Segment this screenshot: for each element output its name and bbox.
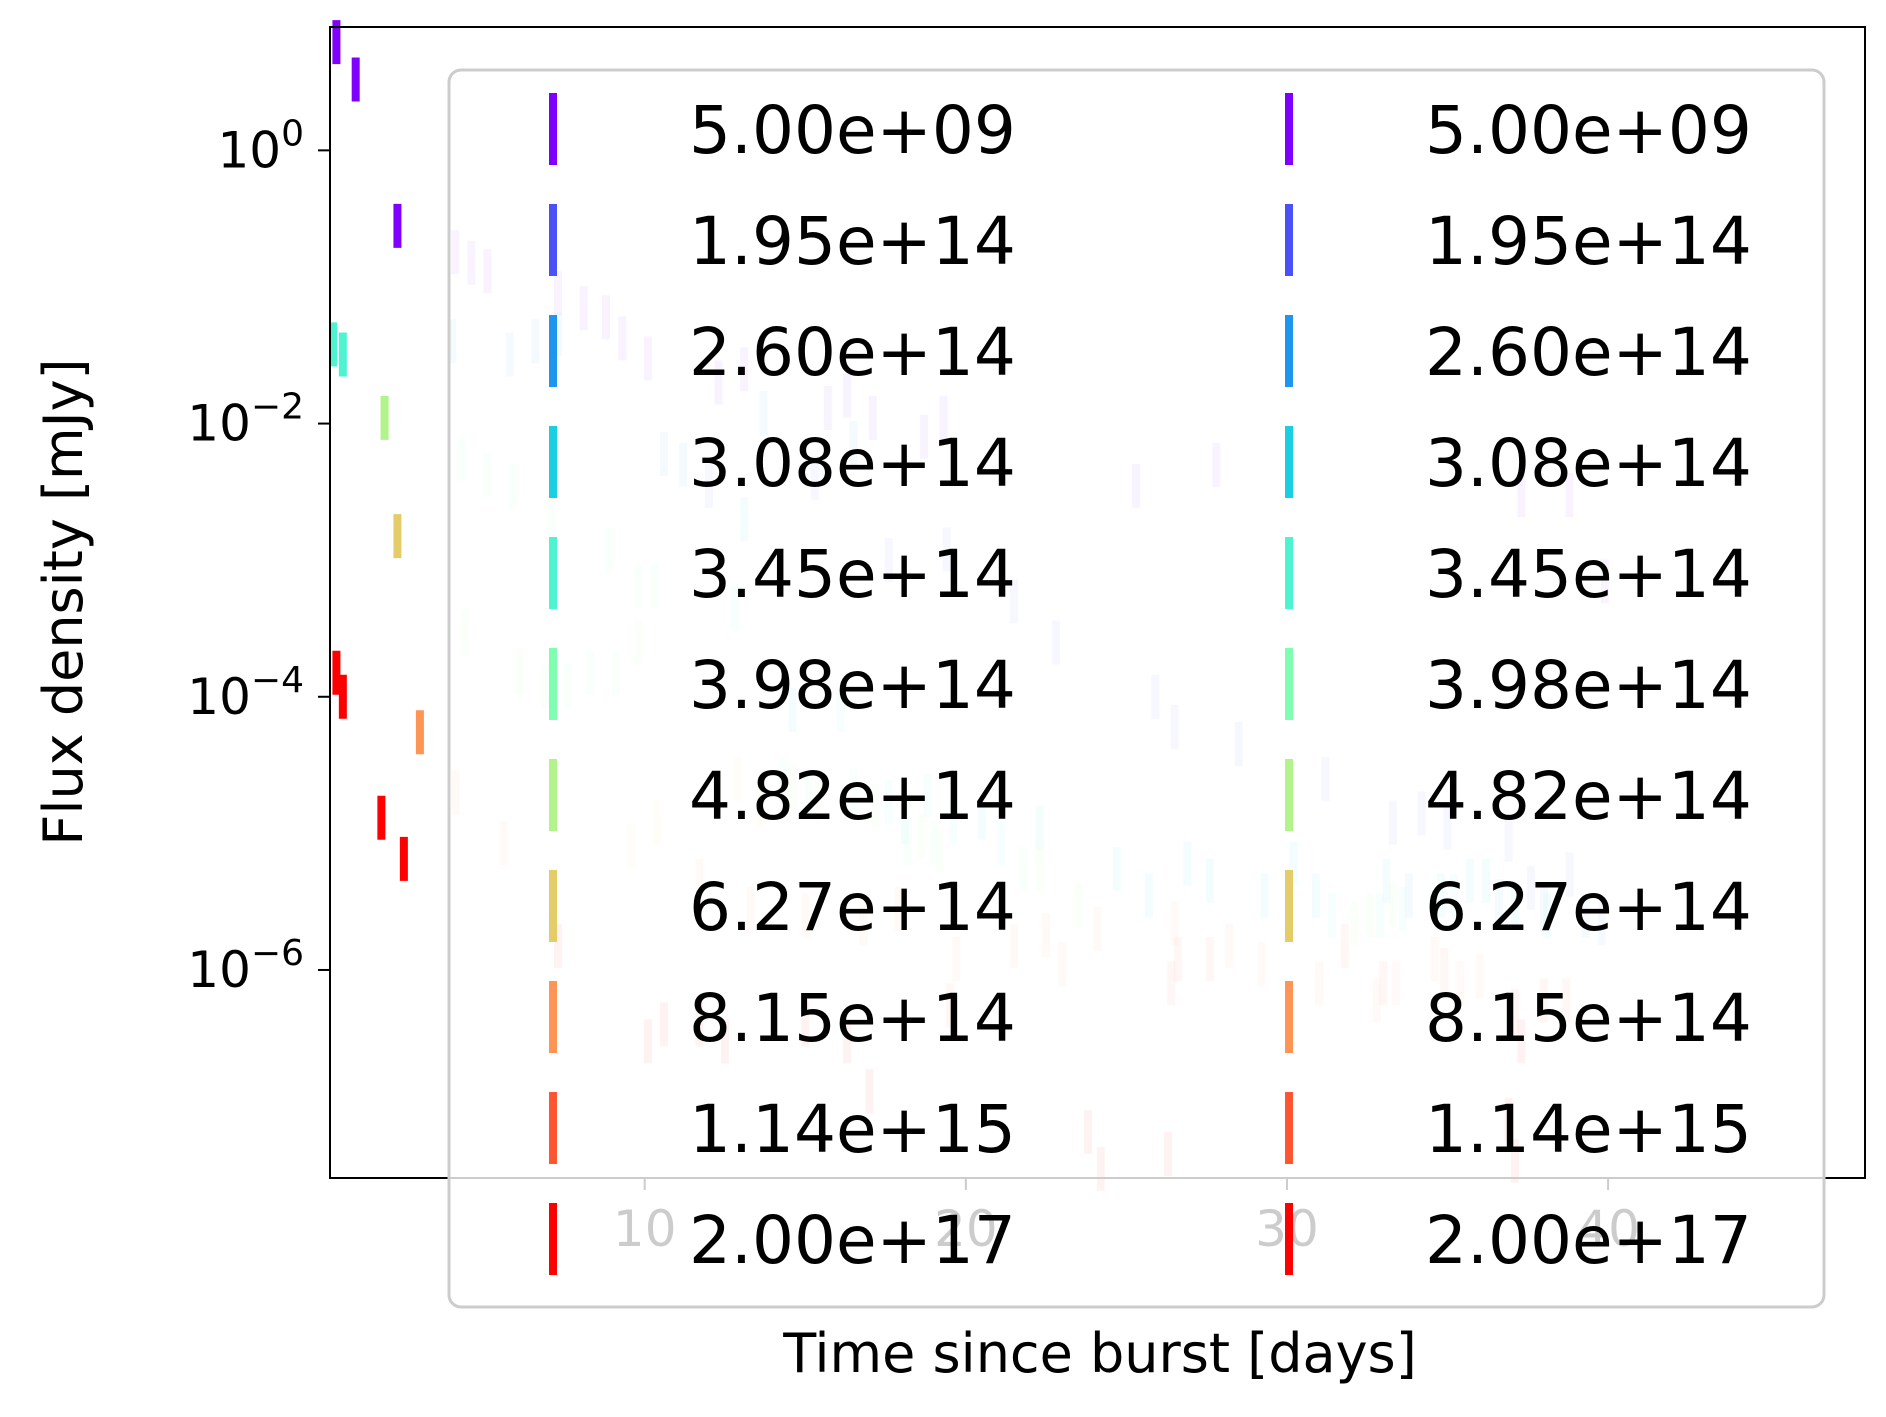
legend-label-1-9: 1.14e+15	[1425, 1091, 1752, 1168]
x-axis-label: Time since burst [days]	[782, 1322, 1417, 1385]
legend-label-1-10: 2.00e+17	[1425, 1202, 1752, 1279]
y-tick-label-2: 10−4	[187, 660, 304, 726]
y-axis-label: Flux density [mJy]	[32, 358, 95, 845]
legend-label-1-2: 2.60e+14	[1425, 314, 1752, 391]
legend-label-1-8: 8.15e+14	[1425, 980, 1752, 1057]
legend: 5.00e+09 1.95e+14 2.60e+14 3.08e+14 3.45e+14…	[447, 68, 1826, 1309]
legend-label-0-0: 5.00e+09	[689, 92, 1016, 169]
legend-label-1-5: 3.98e+14	[1425, 647, 1752, 724]
legend-label-0-1: 1.95e+14	[689, 203, 1016, 280]
legend-label-1-6: 4.82e+14	[1425, 758, 1752, 835]
legend-label-1-0: 5.00e+09	[1425, 92, 1752, 169]
y-tick-label-0: 100	[217, 113, 304, 179]
legend-label-0-4: 3.45e+14	[689, 536, 1016, 613]
legend-label-1-1: 1.95e+14	[1425, 203, 1752, 280]
legend-label-0-10: 2.00e+17	[689, 1202, 1016, 1279]
legend-label-0-9: 1.14e+15	[689, 1091, 1016, 1168]
legend-box	[447, 68, 1826, 1309]
y-tick-label-1: 10−2	[187, 387, 304, 453]
legend-label-0-5: 3.98e+14	[689, 647, 1016, 724]
y-axis: 100 10−2 10−4 10−6	[187, 113, 330, 999]
legend-label-0-3: 3.08e+14	[689, 425, 1016, 502]
legend-label-1-7: 6.27e+14	[1425, 869, 1752, 946]
legend-label-0-7: 6.27e+14	[689, 869, 1016, 946]
legend-label-0-6: 4.82e+14	[689, 758, 1016, 835]
legend-label-1-3: 3.08e+14	[1425, 425, 1752, 502]
legend-label-0-8: 8.15e+14	[689, 980, 1016, 1057]
legend-label-0-2: 2.60e+14	[689, 314, 1016, 391]
legend-label-1-4: 3.45e+14	[1425, 536, 1752, 613]
y-tick-label-3: 10−6	[187, 933, 304, 999]
